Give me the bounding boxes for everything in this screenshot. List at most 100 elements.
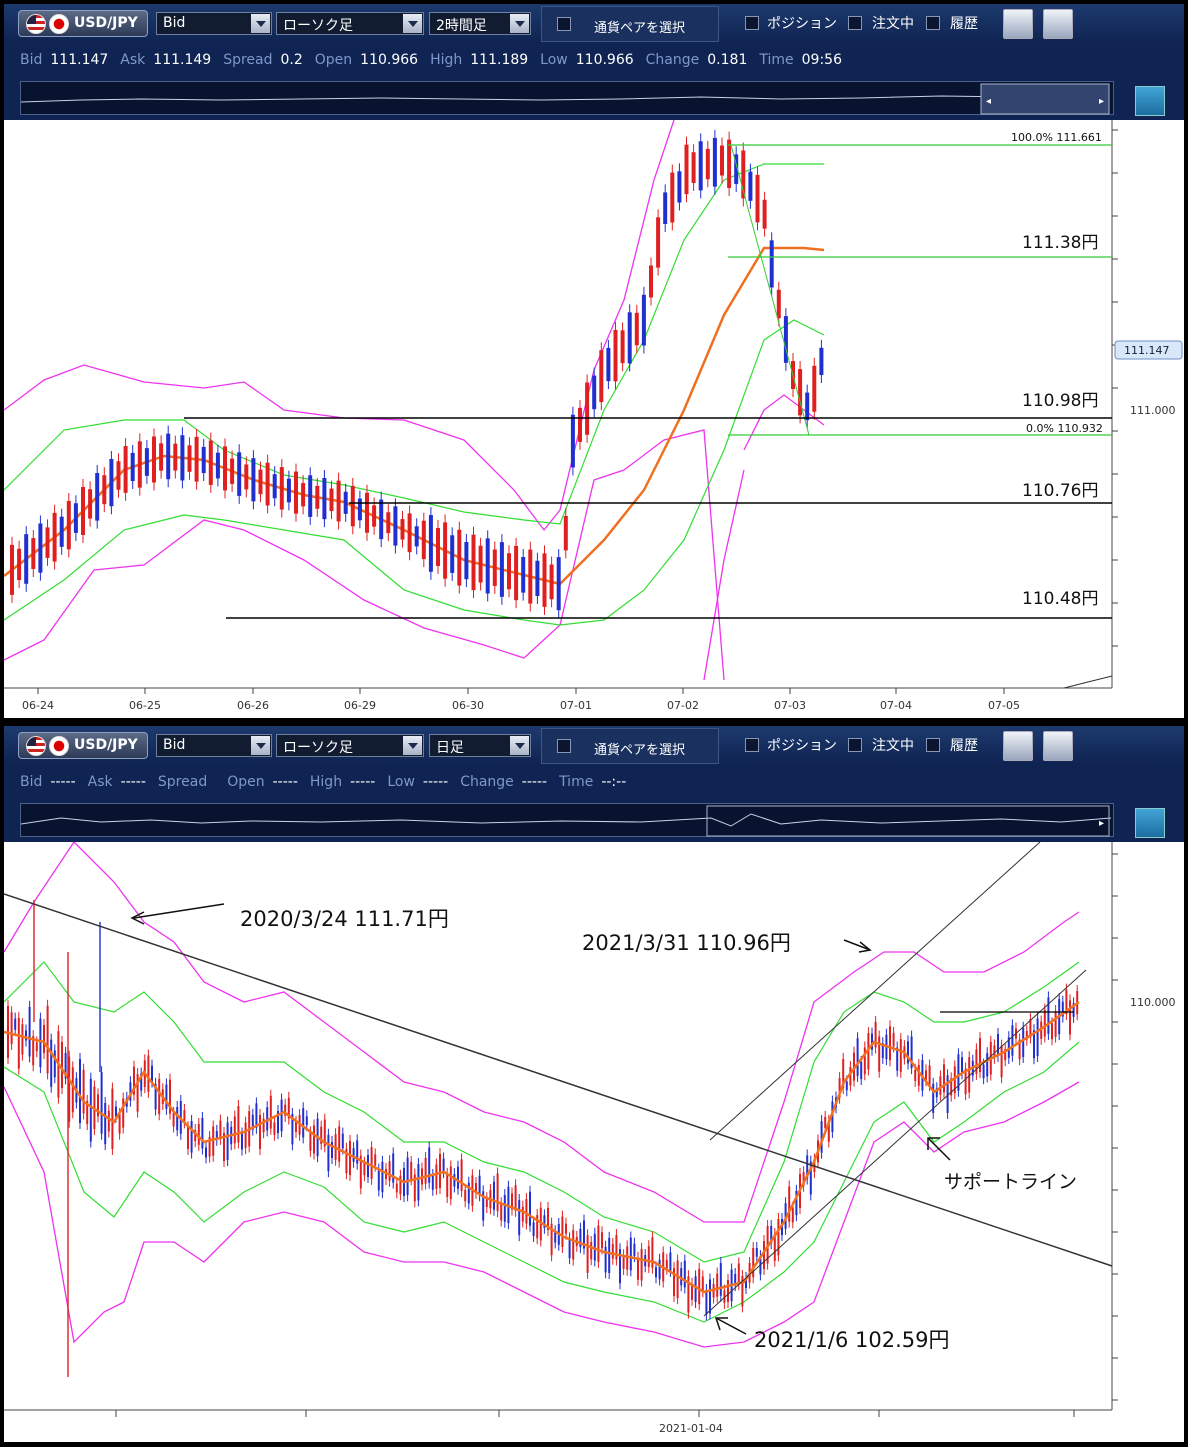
date-label: 07-05	[988, 699, 1020, 712]
position-checkbox[interactable]	[745, 16, 759, 30]
candle-body	[889, 1026, 891, 1061]
candle-body	[608, 1237, 611, 1274]
candle-body	[323, 1119, 326, 1147]
candle-body	[539, 1207, 542, 1241]
candle-body	[798, 369, 803, 416]
candle-body	[1061, 1001, 1064, 1017]
candle-body	[219, 1120, 222, 1139]
history-checkbox[interactable]	[926, 738, 940, 752]
candle-body	[824, 1116, 827, 1129]
timeframe-select[interactable]: 日足	[429, 734, 531, 757]
chart-type-select[interactable]: ローソク足	[276, 12, 424, 35]
candle-body	[1033, 1030, 1035, 1059]
candle-body	[556, 557, 561, 611]
candle-body	[953, 1066, 956, 1094]
history-label: 履歴	[950, 738, 978, 754]
candle-body	[979, 1038, 981, 1072]
select-pair-checkbox[interactable]	[557, 17, 571, 31]
candle-body	[762, 199, 767, 229]
candle-body	[460, 1159, 463, 1191]
moving-average	[4, 1000, 1080, 1294]
arrow-icon	[715, 1317, 747, 1335]
candle-body	[331, 1142, 333, 1158]
info-value-high: -----	[350, 774, 376, 790]
candle-body	[1069, 1000, 1071, 1035]
currency-pair-button[interactable]: USD/JPY	[18, 732, 148, 759]
orders-checkbox[interactable]	[848, 16, 862, 30]
candle-body	[38, 523, 43, 573]
candle-body	[88, 489, 93, 519]
level-label: 110.98円	[1022, 391, 1098, 411]
price-type-select[interactable]: Bid	[156, 734, 272, 757]
candle-body	[622, 1255, 625, 1269]
candle-body	[1065, 989, 1068, 1014]
candle-body	[104, 1102, 107, 1145]
candle-body	[230, 458, 235, 484]
candle-body	[1000, 1045, 1003, 1078]
candle-body	[683, 1260, 686, 1288]
candle-body	[133, 1066, 135, 1095]
candle-body	[482, 1191, 485, 1221]
candle-body	[136, 1074, 139, 1112]
candle-body	[392, 1153, 395, 1183]
candle-body	[279, 467, 284, 510]
list-icon[interactable]	[1043, 9, 1073, 39]
info-value-time: 09:56	[801, 52, 842, 68]
candle-body	[503, 1195, 506, 1222]
candle-body	[529, 1191, 531, 1226]
candle-body	[89, 1078, 92, 1142]
candle-body	[471, 534, 476, 591]
select-pair-checkbox[interactable]	[557, 739, 571, 753]
level-label: 111.38円	[1022, 233, 1098, 253]
candle-body	[413, 1174, 416, 1202]
navigator-sparkline: ▸	[20, 805, 1112, 837]
candle-body	[1072, 1003, 1075, 1017]
candle-body	[341, 1133, 344, 1149]
price-type-value: Bid	[163, 15, 186, 31]
candle-body	[640, 1248, 643, 1281]
zoom-toggle-icon[interactable]	[1135, 86, 1165, 116]
candle-body	[599, 350, 604, 403]
position-checkbox[interactable]	[745, 738, 759, 752]
export-icon[interactable]	[1003, 9, 1033, 39]
navigator-scrollbar[interactable]: ◂ ▸	[20, 81, 1114, 115]
channel-upper-line	[709, 842, 1041, 1141]
list-icon[interactable]	[1043, 731, 1073, 761]
axis-price-label: 110.000	[1130, 996, 1176, 1009]
candle-body	[338, 1126, 341, 1162]
moving-average	[4, 246, 825, 586]
candle-body	[1047, 997, 1050, 1034]
candle-body	[964, 1068, 967, 1095]
timeframe-select[interactable]: 2時間足	[429, 12, 531, 35]
candle-body	[993, 1045, 996, 1058]
candle-body	[892, 1032, 895, 1047]
candle-body	[592, 375, 597, 410]
candle-body	[788, 1186, 791, 1222]
candle-body	[485, 538, 490, 594]
candle-body	[255, 1103, 258, 1128]
candle-body	[802, 1172, 805, 1186]
export-icon[interactable]	[1003, 731, 1033, 761]
candle-body	[633, 1243, 636, 1257]
arrow-icon	[858, 941, 872, 953]
select-pair-button[interactable]: 通貨ペアを選択	[541, 728, 719, 764]
arrow-icon	[130, 911, 145, 925]
chart-type-select[interactable]: ローソク足	[276, 734, 424, 757]
select-pair-button[interactable]: 通貨ペアを選択	[541, 6, 719, 42]
candle-body	[379, 499, 384, 540]
candle-body	[237, 452, 242, 496]
candle-body	[327, 1134, 330, 1172]
candle-body	[251, 1114, 254, 1130]
candle-body	[71, 1067, 74, 1113]
candle-body	[606, 347, 611, 382]
jp-flag-icon	[49, 14, 69, 34]
navigator-scrollbar[interactable]: ▸	[20, 803, 1114, 837]
currency-pair-button[interactable]: USD/JPY	[18, 10, 148, 37]
price-type-select[interactable]: Bid	[156, 12, 272, 35]
history-checkbox[interactable]	[926, 16, 940, 30]
candle-body	[641, 294, 646, 346]
orders-checkbox[interactable]	[848, 738, 862, 752]
zoom-toggle-icon[interactable]	[1135, 808, 1165, 838]
date-label: 07-02	[667, 699, 699, 712]
candle-body	[819, 347, 824, 376]
